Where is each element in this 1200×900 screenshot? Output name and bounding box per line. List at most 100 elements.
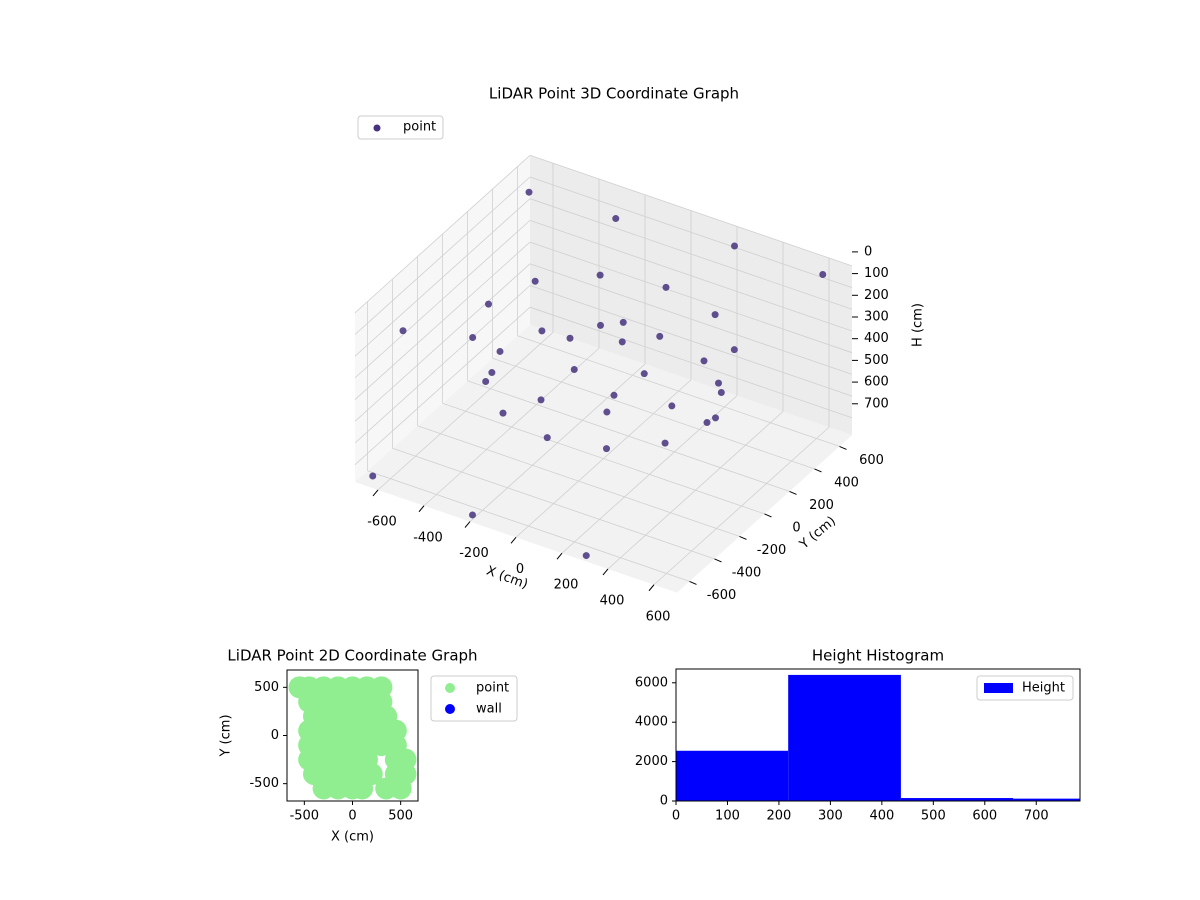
z-tick-label: 0 <box>864 244 872 259</box>
grid-line <box>354 176 531 335</box>
point <box>603 445 610 453</box>
point <box>566 334 574 342</box>
y-tick-label: 0 <box>271 728 279 743</box>
y-axis-label: Y (cm) <box>796 514 839 553</box>
point <box>731 242 738 250</box>
z-axis-label: H (cm) <box>911 303 926 347</box>
grid-line <box>529 154 853 267</box>
point <box>717 388 725 396</box>
point <box>730 346 738 354</box>
chart-title: LiDAR Point 2D Coordinate Graph <box>227 647 477 665</box>
x-tick-label: 200 <box>554 578 579 593</box>
x-tick-label: 500 <box>388 809 413 824</box>
y-tick-label: -200 <box>757 543 787 558</box>
z-tick-label: 700 <box>864 396 889 411</box>
point <box>700 357 708 365</box>
point <box>469 334 477 342</box>
y-tick-label: -400 <box>732 565 762 580</box>
point <box>662 283 670 291</box>
x-tick <box>648 584 655 592</box>
x-tick-label: 500 <box>921 809 946 824</box>
point <box>469 511 476 519</box>
grid-line <box>354 154 531 314</box>
point <box>488 369 496 377</box>
legend-box <box>976 675 1074 701</box>
chart-title: LiDAR Point 3D Coordinate Graph <box>489 85 739 103</box>
grid-line <box>354 220 531 379</box>
z-tick-label: 500 <box>864 353 889 368</box>
x-tick-label: 400 <box>600 593 625 608</box>
legend-label: Height <box>1022 681 1065 696</box>
bar <box>900 798 1014 801</box>
y-tick-label: 600 <box>859 453 884 468</box>
y-tick <box>739 535 747 540</box>
grid-line <box>529 306 853 419</box>
point <box>661 439 669 447</box>
point <box>369 472 377 480</box>
x-tick <box>510 537 517 544</box>
y-tick-label: 4000 <box>635 715 668 730</box>
grid-line <box>467 380 790 492</box>
plot-area <box>288 676 417 800</box>
point <box>531 277 539 285</box>
y-tick-label: 400 <box>834 475 859 490</box>
y-tick-label: 0 <box>792 520 800 535</box>
point <box>618 338 626 346</box>
x-tick <box>372 489 379 497</box>
point <box>640 370 648 378</box>
legend-label: wall <box>476 702 502 717</box>
legend-marker <box>445 683 455 693</box>
grid-line <box>392 447 715 560</box>
x-tick <box>556 552 563 560</box>
grid-line <box>354 306 531 465</box>
grid-line <box>367 470 690 582</box>
bar <box>676 750 789 801</box>
grid-line <box>529 198 853 310</box>
grid-line <box>354 263 531 422</box>
x-tick <box>418 505 425 513</box>
x-tick-label: -500 <box>290 809 320 824</box>
point <box>703 419 711 427</box>
point <box>537 396 545 404</box>
legend-label: point <box>476 681 509 696</box>
y-tick <box>814 468 822 473</box>
x-tick-label: 400 <box>869 809 894 824</box>
point <box>711 311 719 319</box>
y-tick <box>839 445 847 450</box>
grid-line <box>517 335 840 447</box>
grid-line <box>529 263 853 375</box>
z-tick-label: 200 <box>864 288 889 303</box>
point <box>351 777 374 800</box>
point <box>570 366 578 374</box>
y-tick <box>789 490 797 495</box>
x-tick-label: -400 <box>413 530 443 545</box>
legend-box <box>430 675 518 722</box>
y-tick-label: -600 <box>707 588 737 603</box>
point <box>819 270 827 278</box>
y-tick-label: 2000 <box>635 754 668 769</box>
point <box>619 318 627 326</box>
chart-title: Height Histogram <box>812 647 944 665</box>
point <box>582 552 590 560</box>
x-tick <box>464 521 471 528</box>
point <box>538 327 546 335</box>
grid-line <box>529 241 853 354</box>
x-tick-label: 0 <box>516 562 524 577</box>
legend-marker <box>373 124 381 132</box>
point <box>712 414 719 422</box>
point <box>499 409 507 417</box>
point <box>610 391 618 399</box>
legend-box <box>357 115 444 140</box>
x-tick-label: -600 <box>367 514 397 529</box>
x-tick-label: 600 <box>972 809 997 824</box>
x-tick-label: 100 <box>715 809 740 824</box>
x-tick-label: 300 <box>818 809 843 824</box>
x-tick-label: 700 <box>1024 809 1049 824</box>
y-tick <box>689 580 697 585</box>
point <box>597 321 604 329</box>
x-axis-label: X (cm) <box>331 830 374 845</box>
grid-line <box>354 198 531 357</box>
point <box>543 434 551 442</box>
x-tick-label: 0 <box>672 809 680 824</box>
x-tick-label: -200 <box>459 546 489 561</box>
